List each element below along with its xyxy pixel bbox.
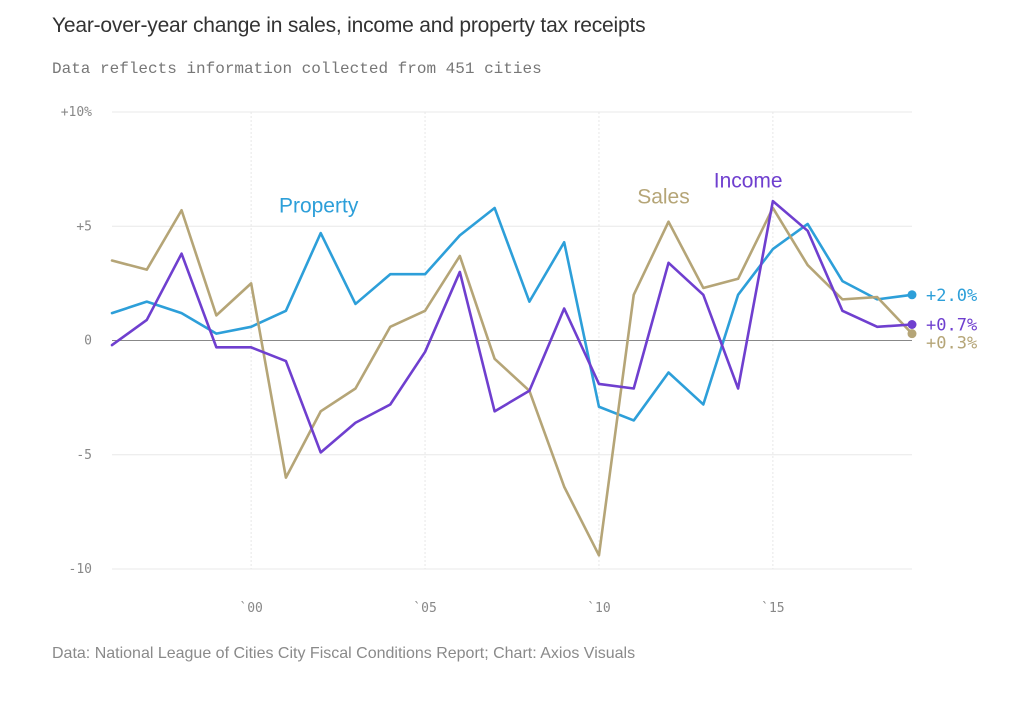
series-end-dot-sales	[907, 329, 917, 339]
source-note: Data: National League of Cities City Fis…	[52, 645, 636, 662]
chart-subtitle: Data reflects information collected from…	[52, 60, 542, 78]
series-label-property: Property	[279, 195, 359, 218]
x-tick-label: `05	[413, 601, 436, 616]
series-label-sales: Sales	[637, 185, 690, 208]
y-tick-label: +10%	[61, 105, 92, 120]
x-tick-label: `00	[239, 601, 262, 616]
y-tick-label: 0	[84, 334, 92, 349]
y-tick-label: -10	[69, 562, 92, 577]
series-line-property	[110, 206, 914, 422]
series-end-label-property: +2.0%	[926, 286, 977, 306]
series-end-dot-income	[907, 320, 917, 330]
series-end-label-income: +0.7%	[926, 316, 977, 336]
x-tick-label: `15	[761, 601, 784, 616]
series-line-income	[110, 199, 914, 454]
series-end-dot-property	[907, 290, 917, 300]
x-tick-label: `10	[587, 601, 610, 616]
line-chart: +10% +5 0 -5 -10 `00 `05 `10 `15 +2.0% +0.7%+0.3% P…	[61, 105, 978, 616]
y-tick-label: +5	[76, 219, 92, 234]
chart-title: Year-over-year change in sales, income a…	[52, 14, 646, 37]
series-line-sales	[110, 206, 914, 557]
series-end-label-sales: +0.3%	[926, 334, 977, 354]
y-tick-label: -5	[76, 448, 92, 463]
series-label-income: Income	[714, 169, 783, 192]
